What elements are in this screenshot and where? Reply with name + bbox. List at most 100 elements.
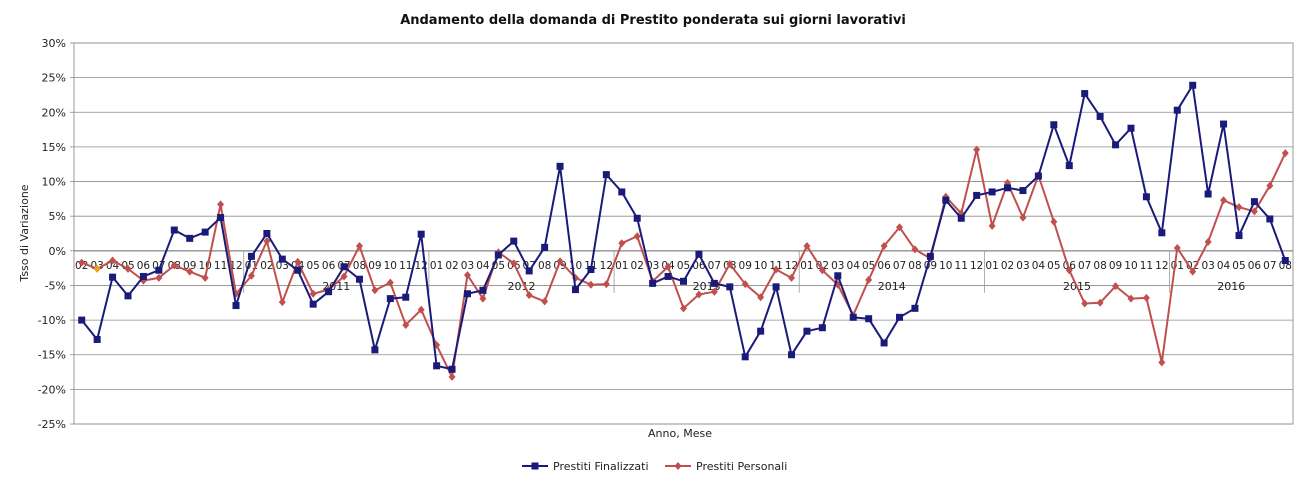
- data-point: [386, 295, 394, 303]
- data-point: [680, 277, 687, 285]
- gridlines: [73, 42, 1294, 425]
- x-tick-label: 03: [1201, 260, 1214, 272]
- x-tick-label: 02: [1186, 260, 1199, 272]
- y-tick-label: -15%: [38, 349, 66, 362]
- x-tick-label: 08: [538, 260, 551, 272]
- data-point: [494, 251, 502, 259]
- data-point: [726, 259, 734, 268]
- x-tick-label: 05: [1047, 260, 1060, 272]
- x-tick-label: 01: [615, 260, 628, 272]
- data-point: [355, 275, 363, 283]
- x-tick-label: 09: [368, 260, 381, 272]
- x-tick-label: 10: [569, 260, 582, 272]
- x-tick-label: 01: [985, 260, 998, 272]
- data-point: [587, 280, 595, 289]
- data-point: [109, 256, 117, 265]
- data-point: [1266, 181, 1274, 190]
- data-point: [124, 292, 132, 300]
- data-point: [201, 228, 209, 236]
- x-tick-label: 05: [677, 260, 690, 272]
- data-point: [1204, 190, 1212, 198]
- data-point: [109, 273, 117, 281]
- data-point: [1096, 112, 1104, 120]
- data-point: [217, 200, 225, 209]
- data-point: [525, 267, 533, 275]
- data-point: [818, 266, 826, 275]
- y-tick-label: 10%: [42, 176, 66, 189]
- data-point: [1281, 257, 1289, 265]
- data-point: [1019, 213, 1027, 222]
- x-tick-label: 12: [600, 260, 613, 272]
- y-tick-label: 25%: [42, 72, 66, 85]
- data-point: [78, 316, 86, 324]
- data-point: [633, 232, 641, 241]
- chart-title: Andamento della domanda di Prestito pond…: [400, 13, 906, 28]
- x-tick-label: 04: [476, 260, 490, 272]
- data-point: [448, 372, 456, 381]
- x-tick-label: 11: [955, 260, 968, 272]
- data-point: [155, 266, 163, 274]
- x-tick-label: 04: [1217, 260, 1231, 272]
- x-tick-label: 10: [939, 260, 952, 272]
- year-label: 2014: [878, 280, 906, 293]
- x-tick-label: 07: [708, 260, 721, 272]
- data-point: [602, 171, 610, 179]
- x-tick-label: 06: [322, 260, 336, 272]
- year-label: 2016: [1217, 280, 1245, 293]
- data-point: [926, 252, 934, 260]
- x-tick-label: 07: [1078, 260, 1091, 272]
- data-point: [1158, 229, 1166, 237]
- y-tick-label: -10%: [38, 314, 66, 327]
- x-tick-label: 07: [893, 260, 906, 272]
- x-tick-label: 04: [1032, 260, 1046, 272]
- data-point: [880, 241, 888, 250]
- data-point: [371, 346, 379, 354]
- data-point: [1127, 294, 1135, 303]
- legend-marker: [531, 462, 539, 470]
- data-point: [803, 327, 811, 335]
- x-tick-label: 05: [1232, 260, 1245, 272]
- x-tick-label: 12: [970, 260, 983, 272]
- year-label: 2012: [507, 280, 535, 293]
- data-point: [371, 286, 379, 295]
- series-layer: [78, 81, 1289, 381]
- x-tick-label: 05: [306, 260, 319, 272]
- x-tick-label: 11: [1140, 260, 1153, 272]
- x-axis: 0203040506070809101112010203040506070809…: [73, 250, 1294, 293]
- data-point: [232, 302, 240, 310]
- data-point: [93, 335, 101, 343]
- data-point: [1142, 293, 1150, 302]
- data-point: [911, 304, 919, 312]
- data-point: [788, 351, 796, 359]
- data-point: [309, 289, 317, 298]
- data-point: [78, 258, 86, 267]
- data-point: [417, 230, 425, 238]
- data-point: [479, 286, 487, 294]
- data-point: [263, 237, 271, 246]
- data-point: [1173, 244, 1181, 253]
- data-point: [834, 272, 842, 280]
- legend-item: Prestiti Personali: [665, 460, 787, 473]
- data-point: [571, 286, 579, 294]
- series-prestiti-finalizzati: [78, 81, 1289, 373]
- data-point: [1050, 121, 1058, 129]
- data-point: [139, 272, 147, 280]
- data-point: [618, 188, 626, 196]
- x-tick-label: 01: [800, 260, 813, 272]
- data-point: [479, 294, 487, 303]
- data-point: [186, 234, 194, 242]
- x-tick-label: 12: [1155, 260, 1168, 272]
- data-point: [247, 252, 255, 260]
- y-tick-label: 0%: [49, 245, 66, 258]
- data-point: [402, 320, 410, 329]
- data-point: [186, 267, 194, 276]
- data-point: [865, 275, 873, 284]
- x-tick-label: 02: [445, 260, 458, 272]
- data-point: [1189, 267, 1197, 276]
- x-tick-label: 03: [461, 260, 474, 272]
- data-point: [710, 279, 718, 287]
- data-point: [788, 273, 796, 282]
- data-point: [1250, 198, 1258, 206]
- data-point: [849, 313, 857, 321]
